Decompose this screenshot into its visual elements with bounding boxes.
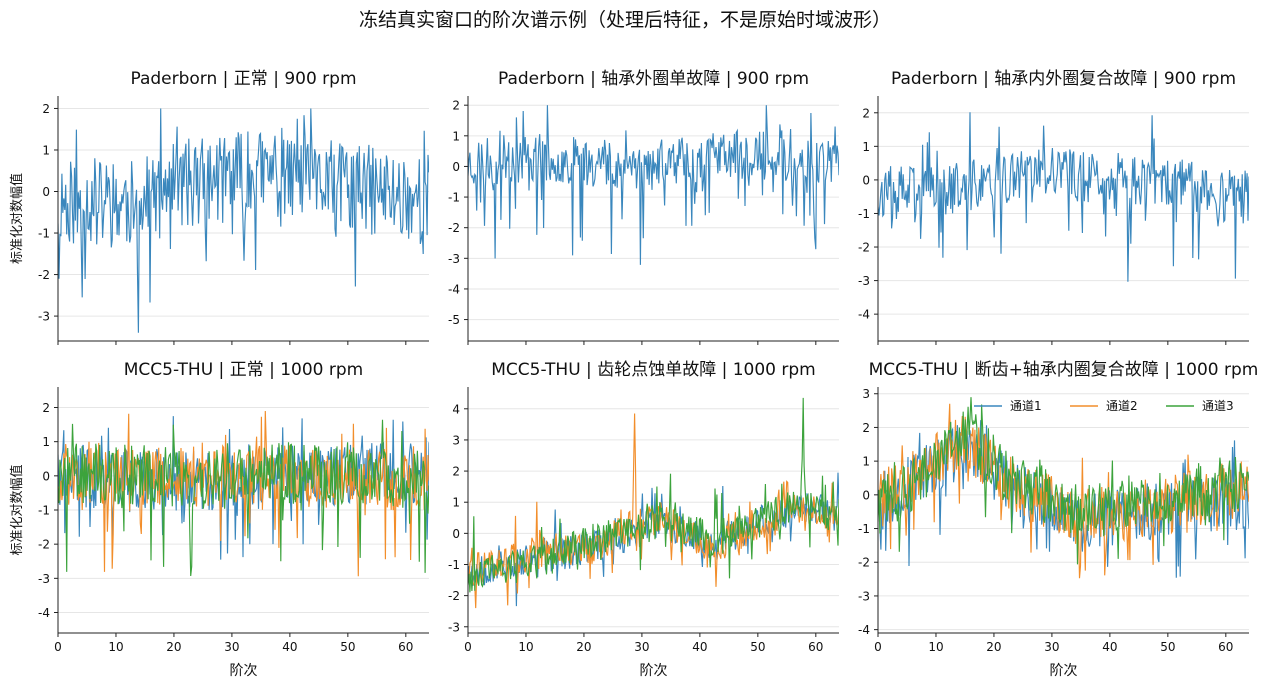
y-tick-label: -4: [858, 308, 870, 322]
legend: 通道1 通道2 通道3: [974, 399, 1234, 413]
y-tick-label: -2: [448, 221, 460, 235]
x-tick-label: 10: [108, 640, 123, 654]
y-tick-label: -1: [448, 558, 460, 572]
y-tick-label: -2: [448, 589, 460, 603]
subplot-title: MCC5-THU | 断齿+轴承内圈复合故障 | 1000 rpm: [869, 360, 1259, 380]
y-tick-label: -3: [38, 572, 50, 586]
y-tick-label: 4: [452, 402, 460, 416]
x-tick-label: 30: [634, 640, 649, 654]
y-tick-label: -3: [38, 310, 50, 324]
x-tick-label: 40: [692, 640, 707, 654]
x-tick-label: 60: [398, 640, 413, 654]
x-tick-label: 0: [54, 640, 62, 654]
x-tick-label: 40: [1102, 640, 1117, 654]
subplot-title: Paderborn | 轴承外圈单故障 | 900 rpm: [498, 69, 809, 89]
x-axis-label: 阶次: [640, 663, 668, 679]
x-axis-label: 阶次: [230, 663, 258, 679]
y-axis-label: 标准化对数幅值: [9, 173, 25, 264]
y-tick-label: 3: [862, 387, 870, 401]
y-tick-label: -1: [858, 207, 870, 221]
y-tick-label: 1: [452, 129, 460, 143]
y-tick-label: 2: [452, 465, 460, 479]
y-tick-label: 2: [42, 401, 50, 415]
y-tick-label: 1: [42, 143, 50, 157]
subplot-2: 2 1 0 -1 -2 -3 -4 -5 Paderborn | 轴承外圈单故障 | 900 r…: [448, 69, 839, 345]
y-tick-label: -5: [448, 313, 460, 327]
x-tick-label: 20: [576, 640, 591, 654]
x-tick-label: 20: [986, 640, 1001, 654]
y-tick-label: -2: [38, 538, 50, 552]
subplot-title: MCC5-THU | 齿轮点蚀单故障 | 1000 rpm: [491, 360, 816, 380]
subplot-title: Paderborn | 正常 | 900 rpm: [130, 69, 356, 89]
x-tick-label: 0: [874, 640, 882, 654]
y-tick-label: 0: [452, 527, 460, 541]
suptitle: 冻结真实窗口的阶次谱示例（处理后特征，不是原始时域波形）: [359, 9, 891, 31]
y-tick-label: -3: [858, 274, 870, 288]
y-tick-label: -3: [858, 589, 870, 603]
x-tick-label: 60: [808, 640, 823, 654]
y-tick-label: -1: [858, 522, 870, 536]
x-tick-label: 30: [224, 640, 239, 654]
y-tick-label: 2: [862, 106, 870, 120]
y-tick-label: 0: [42, 185, 50, 199]
series-line-1: [58, 416, 429, 560]
y-tick-label: 0: [42, 469, 50, 483]
y-tick-label: 0: [452, 160, 460, 174]
series-line-2: [468, 413, 839, 609]
x-tick-label: 50: [1160, 640, 1175, 654]
y-tick-label: 1: [42, 435, 50, 449]
subplot-1: 2 1 0 -1 -2 -3 Paderborn | 正常 | 900 rpm 标准化对数幅值: [9, 69, 429, 345]
y-tick-label: -2: [38, 268, 50, 282]
legend-label: 通道3: [1202, 399, 1234, 413]
y-tick-label: 2: [862, 421, 870, 435]
y-tick-label: 1: [862, 140, 870, 154]
series-line-1: [878, 112, 1249, 282]
y-tick-label: -1: [38, 504, 50, 518]
y-tick-label: -2: [858, 241, 870, 255]
series-line-3: [58, 419, 429, 577]
y-tick-label: 1: [452, 496, 460, 510]
y-tick-label: -3: [448, 252, 460, 266]
y-tick-label: 2: [452, 99, 460, 113]
x-axis-label: 阶次: [1050, 663, 1078, 679]
legend-label: 通道1: [1010, 399, 1042, 413]
y-tick-label: -2: [858, 556, 870, 570]
x-tick-label: 20: [166, 640, 181, 654]
x-tick-label: 60: [1218, 640, 1233, 654]
series-line-1: [58, 108, 429, 333]
y-tick-label: -4: [858, 623, 870, 637]
x-tick-label: 10: [518, 640, 533, 654]
y-tick-label: -4: [448, 282, 460, 296]
series-line-3: [878, 397, 1249, 565]
x-tick-label: 40: [282, 640, 297, 654]
y-tick-label: 2: [42, 102, 50, 116]
y-tick-label: 1: [862, 455, 870, 469]
series-line-2: [58, 410, 429, 577]
subplot-title: MCC5-THU | 正常 | 1000 rpm: [124, 360, 364, 380]
y-tick-label: -1: [38, 227, 50, 241]
y-tick-label: 0: [862, 488, 870, 502]
subplot-title: Paderborn | 轴承内外圈复合故障 | 900 rpm: [891, 69, 1236, 89]
legend-label: 通道2: [1106, 399, 1138, 413]
x-tick-label: 10: [928, 640, 943, 654]
y-tick-label: 0: [862, 173, 870, 187]
x-tick-label: 0: [464, 640, 472, 654]
y-axis-label: 标准化对数幅值: [9, 464, 25, 555]
subplot-3: 2 1 0 -1 -2 -3 -4 Paderborn | 轴承内外圈复合故障 | 900 r…: [858, 69, 1249, 345]
y-tick-label: -1: [448, 191, 460, 205]
series-line-1: [468, 105, 839, 265]
y-tick-label: 3: [452, 433, 460, 447]
y-tick-label: -4: [38, 606, 50, 620]
x-tick-label: 50: [750, 640, 765, 654]
y-tick-label: -3: [448, 620, 460, 634]
series-line-3: [468, 397, 839, 593]
x-tick-label: 30: [1044, 640, 1059, 654]
x-tick-label: 50: [340, 640, 355, 654]
